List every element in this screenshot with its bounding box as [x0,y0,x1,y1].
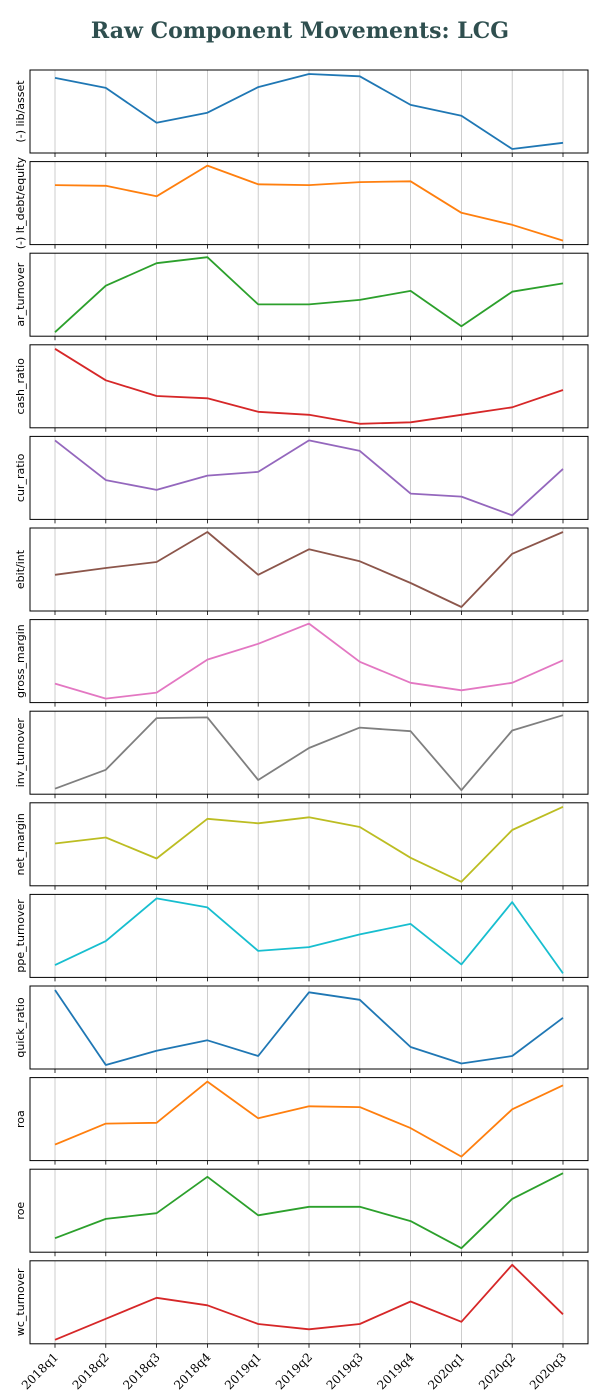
series-line [54,714,564,792]
panel-0: (-) lib/asset [14,69,589,157]
panel-2: ar_turnover [14,252,589,341]
panel-1: (-) lt_debt/equity [14,156,589,249]
series-label: ebit/int [14,549,27,589]
series-line [54,897,564,974]
panel-6: gross_margin [14,619,589,707]
series-label: quick_ratio [14,997,27,1058]
series-line [54,531,564,608]
series-line [54,439,564,517]
series-label: roe [14,1202,27,1220]
panel-12: roe [14,1168,589,1257]
series-line [54,164,564,242]
panel-10: quick_ratio [14,985,589,1073]
series-line [54,1263,564,1341]
xtick-label: 2018q2 [70,1350,112,1392]
xtick-label: 2018q4 [171,1350,214,1393]
series-line [54,805,564,883]
series-line [54,73,564,150]
xtick-label: 2019q3 [324,1350,366,1392]
series-label: wc_turnover [14,1268,27,1336]
xtick-label: 2020q2 [476,1350,518,1392]
series-label: (-) lib/asset [14,80,27,143]
series-label: inv_turnover [14,718,27,788]
series-line [54,989,564,1066]
panel-9: ppe_turnover [14,893,589,982]
series-line [54,622,564,700]
xtick-label: 2018q3 [120,1350,162,1392]
series-label: ar_turnover [14,262,27,326]
series-label: cash_ratio [14,358,27,415]
panel-13: wc_turnover [14,1260,589,1348]
panel-11: roa [14,1077,589,1165]
xtick-label: 2020q3 [527,1350,569,1392]
chart-title: Raw Component Movements: LCG [90,18,510,44]
series-line [54,348,564,425]
series-label: roa [14,1110,27,1128]
series-label: ppe_turnover [14,899,27,973]
series-line [54,1172,564,1250]
panel-5: ebit/int [14,527,589,615]
panel-8: net_margin [14,802,589,890]
series-line [54,1080,564,1158]
xtick-label: 2018q1 [19,1350,61,1392]
series-line [54,256,564,333]
series-label: cur_ratio [14,453,27,502]
xtick-label: 2019q1 [222,1350,264,1392]
panel-4: cur_ratio [14,435,589,524]
panel-3: cash_ratio [14,344,589,432]
panel-7: inv_turnover [14,710,589,799]
xtick-label: 2019q4 [374,1350,417,1393]
series-label: (-) lt_debt/equity [14,156,27,249]
series-label: net_margin [14,813,27,875]
series-label: gross_margin [14,624,27,698]
xtick-label: 2020q1 [425,1350,467,1392]
xtick-label: 2019q2 [273,1350,315,1392]
